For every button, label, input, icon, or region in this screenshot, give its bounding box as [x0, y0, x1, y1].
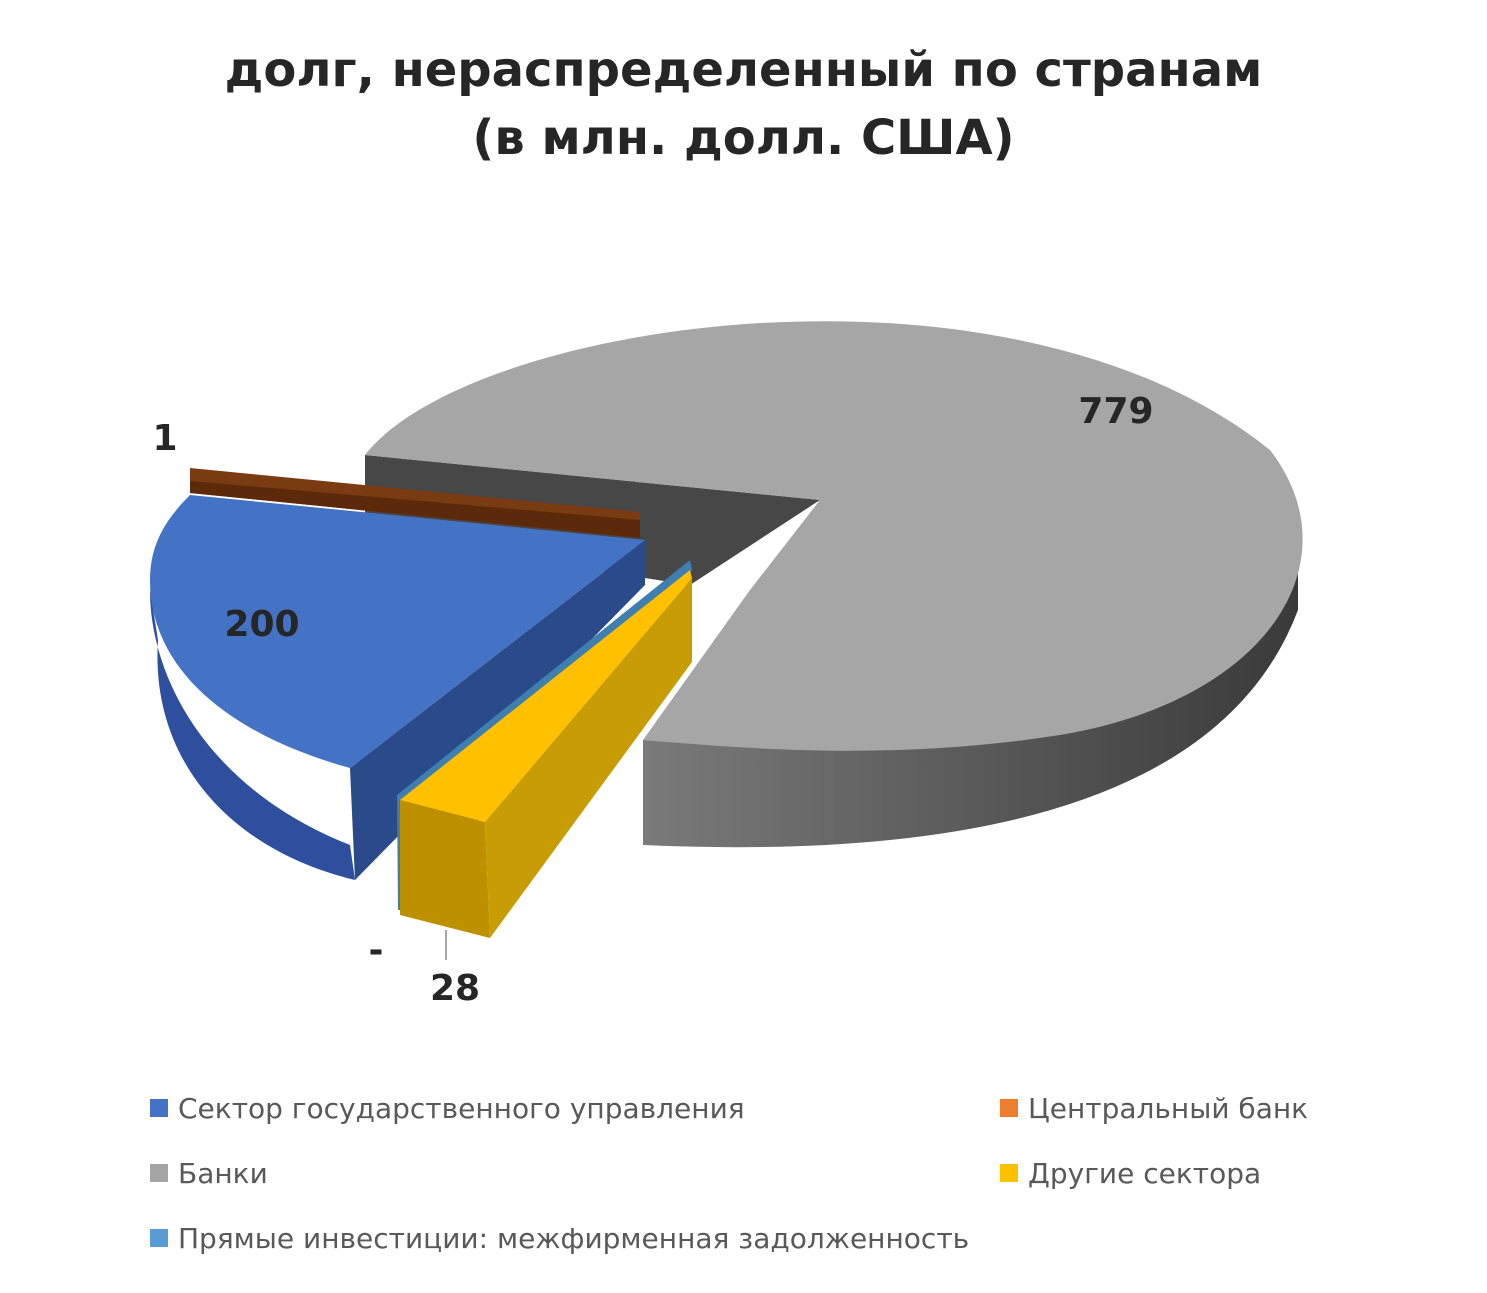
legend-label-government: Сектор государственного управления: [178, 1091, 745, 1125]
legend-label-central-bank: Центральный банк: [1028, 1091, 1309, 1125]
legend-swatch-central-bank: [1000, 1099, 1018, 1117]
slice-banks-top: [365, 321, 1303, 751]
legend-swatch-other-sectors: [1000, 1164, 1018, 1182]
chart-title-line: долг, нераспределенный по странам: [224, 42, 1263, 98]
legend-label-banks: Банки: [178, 1156, 268, 1190]
data-label-direct-investment: -: [369, 930, 384, 971]
legend-label-direct-investment: Прямые инвестиции: межфирменная задолжен…: [178, 1221, 970, 1255]
chart-title: долг, нераспределенный по странам (в млн…: [0, 36, 1487, 172]
legend-label-other-sectors: Другие сектора: [1028, 1156, 1262, 1190]
legend-swatch-government: [150, 1099, 168, 1117]
legend-item-banks: Банки: [150, 1153, 1000, 1193]
data-label-government: 200: [224, 604, 299, 645]
data-label-central-bank: 1: [152, 418, 177, 459]
slice-government-top: [150, 495, 645, 768]
chart-subtitle: (в млн. долл. США): [472, 110, 1015, 166]
slice-other-sectors-side-b: [485, 578, 692, 938]
slice-central-bank: [190, 468, 640, 538]
legend-swatch-banks: [150, 1164, 168, 1182]
legend-item-central-bank: Центральный банк: [1000, 1088, 1350, 1128]
slice-central-bank-face: [190, 481, 640, 538]
data-label-banks: 779: [1078, 391, 1153, 432]
data-label-other-sectors: 28: [430, 968, 480, 1009]
legend-swatch-direct-investment: [150, 1229, 168, 1247]
legend-item-other-sectors: Другие сектора: [1000, 1153, 1350, 1193]
slice-other-sectors-side-a: [400, 800, 490, 938]
legend-item-government: Сектор государственного управления: [150, 1088, 1000, 1128]
slice-other-sectors: [400, 570, 692, 938]
legend: Сектор государственного управления Центр…: [150, 1088, 1350, 1258]
slice-government-outer-side: [150, 590, 355, 880]
slice-banks-side: [643, 565, 1298, 848]
slice-other-sectors-top: [400, 570, 692, 822]
legend-item-direct-investment: Прямые инвестиции: межфирменная задолжен…: [150, 1218, 1350, 1258]
